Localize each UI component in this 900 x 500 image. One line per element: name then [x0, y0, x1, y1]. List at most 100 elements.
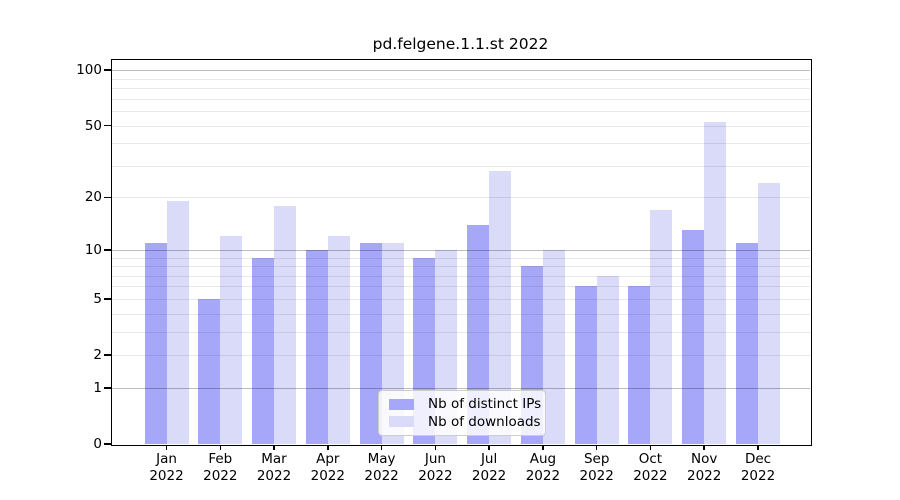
x-tick-label-month-jan: Jan	[156, 451, 177, 467]
gridline-minor-40	[112, 143, 810, 145]
x-tick-sep	[595, 444, 598, 450]
x-tick-label-month-aug: Aug	[529, 451, 557, 467]
legend-item-distinct-ips: Nb of distinct IPs	[389, 396, 541, 412]
y-tick-1	[104, 387, 111, 389]
x-tick-nov	[703, 444, 705, 450]
grid-layer	[112, 60, 810, 444]
y-tick-label-20: 20	[84, 189, 102, 206]
y-tick-label-0: 0	[93, 436, 102, 452]
x-tick-label-feb: Feb 2022	[188, 451, 252, 485]
x-tick-mar	[273, 444, 275, 450]
chart-title: pd.felgene.1.1.st 2022	[372, 35, 549, 53]
legend: Nb of distinct IPs Nb of downloads	[378, 390, 546, 436]
x-tick-label-year-jan: 2022	[149, 468, 184, 484]
bar-distinct-ips-jul	[467, 224, 490, 444]
gridline-minor-90	[112, 78, 810, 80]
bar-distinct-ips-may	[359, 242, 382, 444]
plot-area: Nb of distinct IPs Nb of downloads	[112, 60, 810, 444]
x-tick-dec	[757, 444, 759, 450]
x-tick-label-year-dec: 2022	[740, 468, 776, 484]
bar-distinct-ips-mar	[252, 257, 275, 444]
bar-downloads-apr	[327, 236, 350, 444]
bar-downloads-mar	[274, 205, 297, 444]
x-tick-label-year-oct: 2022	[633, 468, 668, 484]
y-tick-2	[104, 354, 111, 356]
gridline-minor-6	[112, 286, 810, 288]
gridline-minor-30	[112, 165, 810, 167]
x-tick-label-oct: Oct 2022	[618, 451, 682, 485]
y-tick-50	[104, 124, 111, 127]
gridline-minor-3	[112, 331, 810, 333]
x-tick-jul	[488, 444, 490, 450]
bar-downloads-oct	[650, 209, 673, 444]
x-tick-feb	[219, 444, 222, 450]
x-tick-label-month-nov: Nov	[691, 451, 718, 467]
bar-distinct-ips-sep	[574, 286, 597, 444]
x-tick-label-month-may: May	[367, 451, 396, 467]
bar-downloads-jul	[489, 171, 512, 444]
bar-downloads-dec	[757, 183, 780, 444]
y-tick-100	[104, 69, 111, 71]
x-tick-label-year-apr: 2022	[310, 468, 345, 484]
gridline-minor-2	[112, 355, 810, 356]
x-tick-aug	[542, 444, 544, 450]
y-tick-label-10: 10	[84, 241, 102, 258]
y-tick-label-1: 1	[93, 379, 102, 396]
legend-swatch-distinct-ips	[389, 398, 414, 410]
x-tick-label-month-jul: Jul	[480, 451, 498, 467]
x-tick-label-month-mar: Mar	[261, 451, 287, 467]
legend-swatch-downloads	[389, 416, 414, 428]
x-tick-label-jan: Jan 2022	[135, 451, 199, 485]
gridline-minor-80	[112, 88, 810, 90]
y-tick-label-5: 5	[93, 290, 102, 307]
x-tick-label-year-may: 2022	[364, 468, 399, 484]
x-tick-label-year-nov: 2022	[687, 468, 722, 484]
x-tick-apr	[327, 444, 329, 450]
bar-distinct-ips-nov	[682, 230, 705, 444]
x-tick-jun	[434, 444, 437, 450]
gridline-minor-8	[112, 266, 810, 267]
x-tick-label-dec: Dec 2022	[726, 451, 790, 485]
gridline-minor-70	[112, 98, 810, 100]
bar-downloads-aug	[542, 249, 565, 444]
x-tick-label-year-jul: 2022	[471, 468, 507, 484]
x-tick-label-year-aug: 2022	[525, 468, 561, 484]
x-tick-label-year-jun: 2022	[418, 468, 453, 484]
bar-downloads-sep	[596, 275, 619, 444]
x-tick-label-nov: Nov 2022	[672, 451, 736, 485]
x-tick-label-year-mar: 2022	[256, 468, 292, 484]
x-tick-label-month-dec: Dec	[744, 451, 772, 467]
gridline-major-10	[112, 249, 810, 251]
x-tick-label-jun: Jun 2022	[403, 451, 467, 485]
x-tick-oct	[649, 444, 652, 450]
gridline-major-100	[112, 70, 810, 72]
bar-downloads-nov	[704, 122, 727, 444]
x-tick-label-jul: Jul 2022	[457, 451, 521, 485]
gridline-minor-50	[112, 125, 810, 127]
y-tick-5	[104, 298, 111, 300]
bar-distinct-ips-jan	[144, 242, 167, 444]
x-tick-label-year-sep: 2022	[579, 468, 614, 484]
x-tick-label-month-oct: Oct	[638, 451, 663, 467]
legend-label-downloads: Nb of downloads	[428, 413, 541, 430]
bar-downloads-jan	[166, 201, 189, 444]
x-tick-label-month-sep: Sep	[583, 451, 610, 467]
bar-distinct-ips-apr	[305, 249, 328, 444]
x-tick-label-sep: Sep 2022	[565, 451, 629, 485]
x-tick-label-apr: Apr 2022	[296, 451, 360, 485]
gridline-major-1	[112, 387, 810, 389]
y-tick-label-50: 50	[84, 117, 102, 134]
gridline-minor-4	[112, 313, 810, 315]
x-tick-label-month-jun: Jun	[424, 451, 446, 467]
y-tick-0	[104, 443, 111, 445]
x-tick-label-mar: Mar 2022	[242, 451, 306, 485]
y-tick-20	[104, 196, 111, 199]
x-tick-label-year-feb: 2022	[203, 468, 238, 484]
legend-item-downloads: Nb of downloads	[389, 414, 541, 430]
x-tick-may	[380, 444, 383, 450]
x-tick-jan	[165, 444, 168, 450]
legend-label-distinct-ips: Nb of distinct IPs	[428, 396, 542, 413]
x-tick-label-month-apr: Apr	[316, 451, 340, 467]
gridline-minor-20	[112, 197, 810, 199]
